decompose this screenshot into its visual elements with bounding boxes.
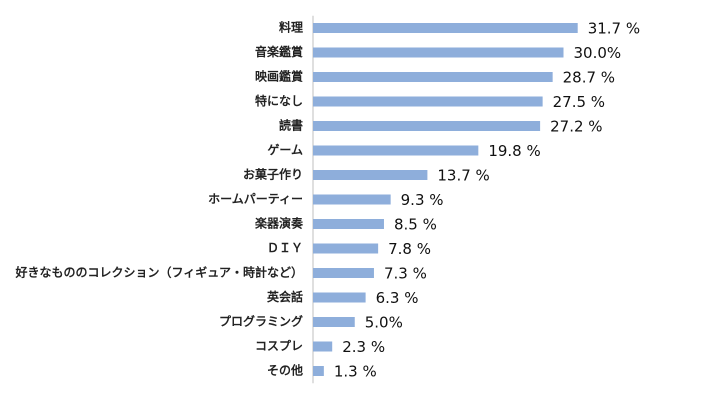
value-label: 5.0% (365, 314, 403, 332)
bar (313, 145, 479, 156)
value-label: 31.7 % (588, 20, 640, 38)
category-label: お菓子作り (243, 167, 303, 182)
value-label: 6.3 % (376, 289, 419, 307)
category-label: ゲーム (267, 142, 303, 157)
category-label: プログラミング (219, 314, 303, 329)
category-label: ホームパーティー (208, 192, 303, 206)
value-label: 9.3 % (401, 191, 444, 209)
category-label: 特になし (255, 93, 303, 108)
category-label: コスプレ (255, 338, 303, 353)
category-label: 料理 (279, 20, 303, 35)
value-label: 8.5 % (394, 216, 437, 234)
value-label: 27.5 % (553, 93, 605, 111)
value-label: 1.3 % (334, 363, 377, 381)
category-label: ＤＩＹ (267, 241, 303, 255)
bar (313, 23, 578, 33)
value-label: 7.8 % (388, 240, 431, 258)
category-label: 音楽鑑賞 (255, 44, 303, 59)
value-label: 27.2 % (550, 118, 602, 136)
bar (313, 268, 374, 278)
category-label: 英会話 (267, 289, 303, 304)
value-label: 28.7 % (563, 69, 615, 87)
bar (313, 292, 366, 303)
bar (313, 366, 324, 376)
bar (313, 72, 553, 82)
value-label: 30.0% (574, 44, 622, 62)
category-label: その他 (267, 363, 303, 378)
bar (313, 121, 541, 131)
value-label: 2.3 % (342, 338, 385, 356)
value-labels-group: 31.7 % 30.0% 28.7 % 27.5 % 27.2 % 19.8 % 13.7 … (334, 20, 640, 381)
bar (313, 243, 379, 254)
category-label: 楽器演奏 (255, 216, 304, 231)
value-label: 13.7 % (437, 167, 489, 185)
bar (313, 170, 428, 180)
bar (313, 194, 391, 205)
category-label: 好きなもののコレクション（フィギュア・時計など） (14, 265, 303, 280)
bar (313, 341, 333, 352)
value-label: 7.3 % (384, 265, 427, 283)
bar (313, 96, 543, 107)
bar (313, 317, 355, 327)
bar (313, 47, 564, 58)
bars-group (313, 23, 578, 376)
value-label: 19.8 % (488, 142, 540, 160)
bar (313, 219, 384, 229)
category-label: 読書 (279, 118, 303, 133)
category-label: 映画鑑賞 (255, 69, 303, 84)
